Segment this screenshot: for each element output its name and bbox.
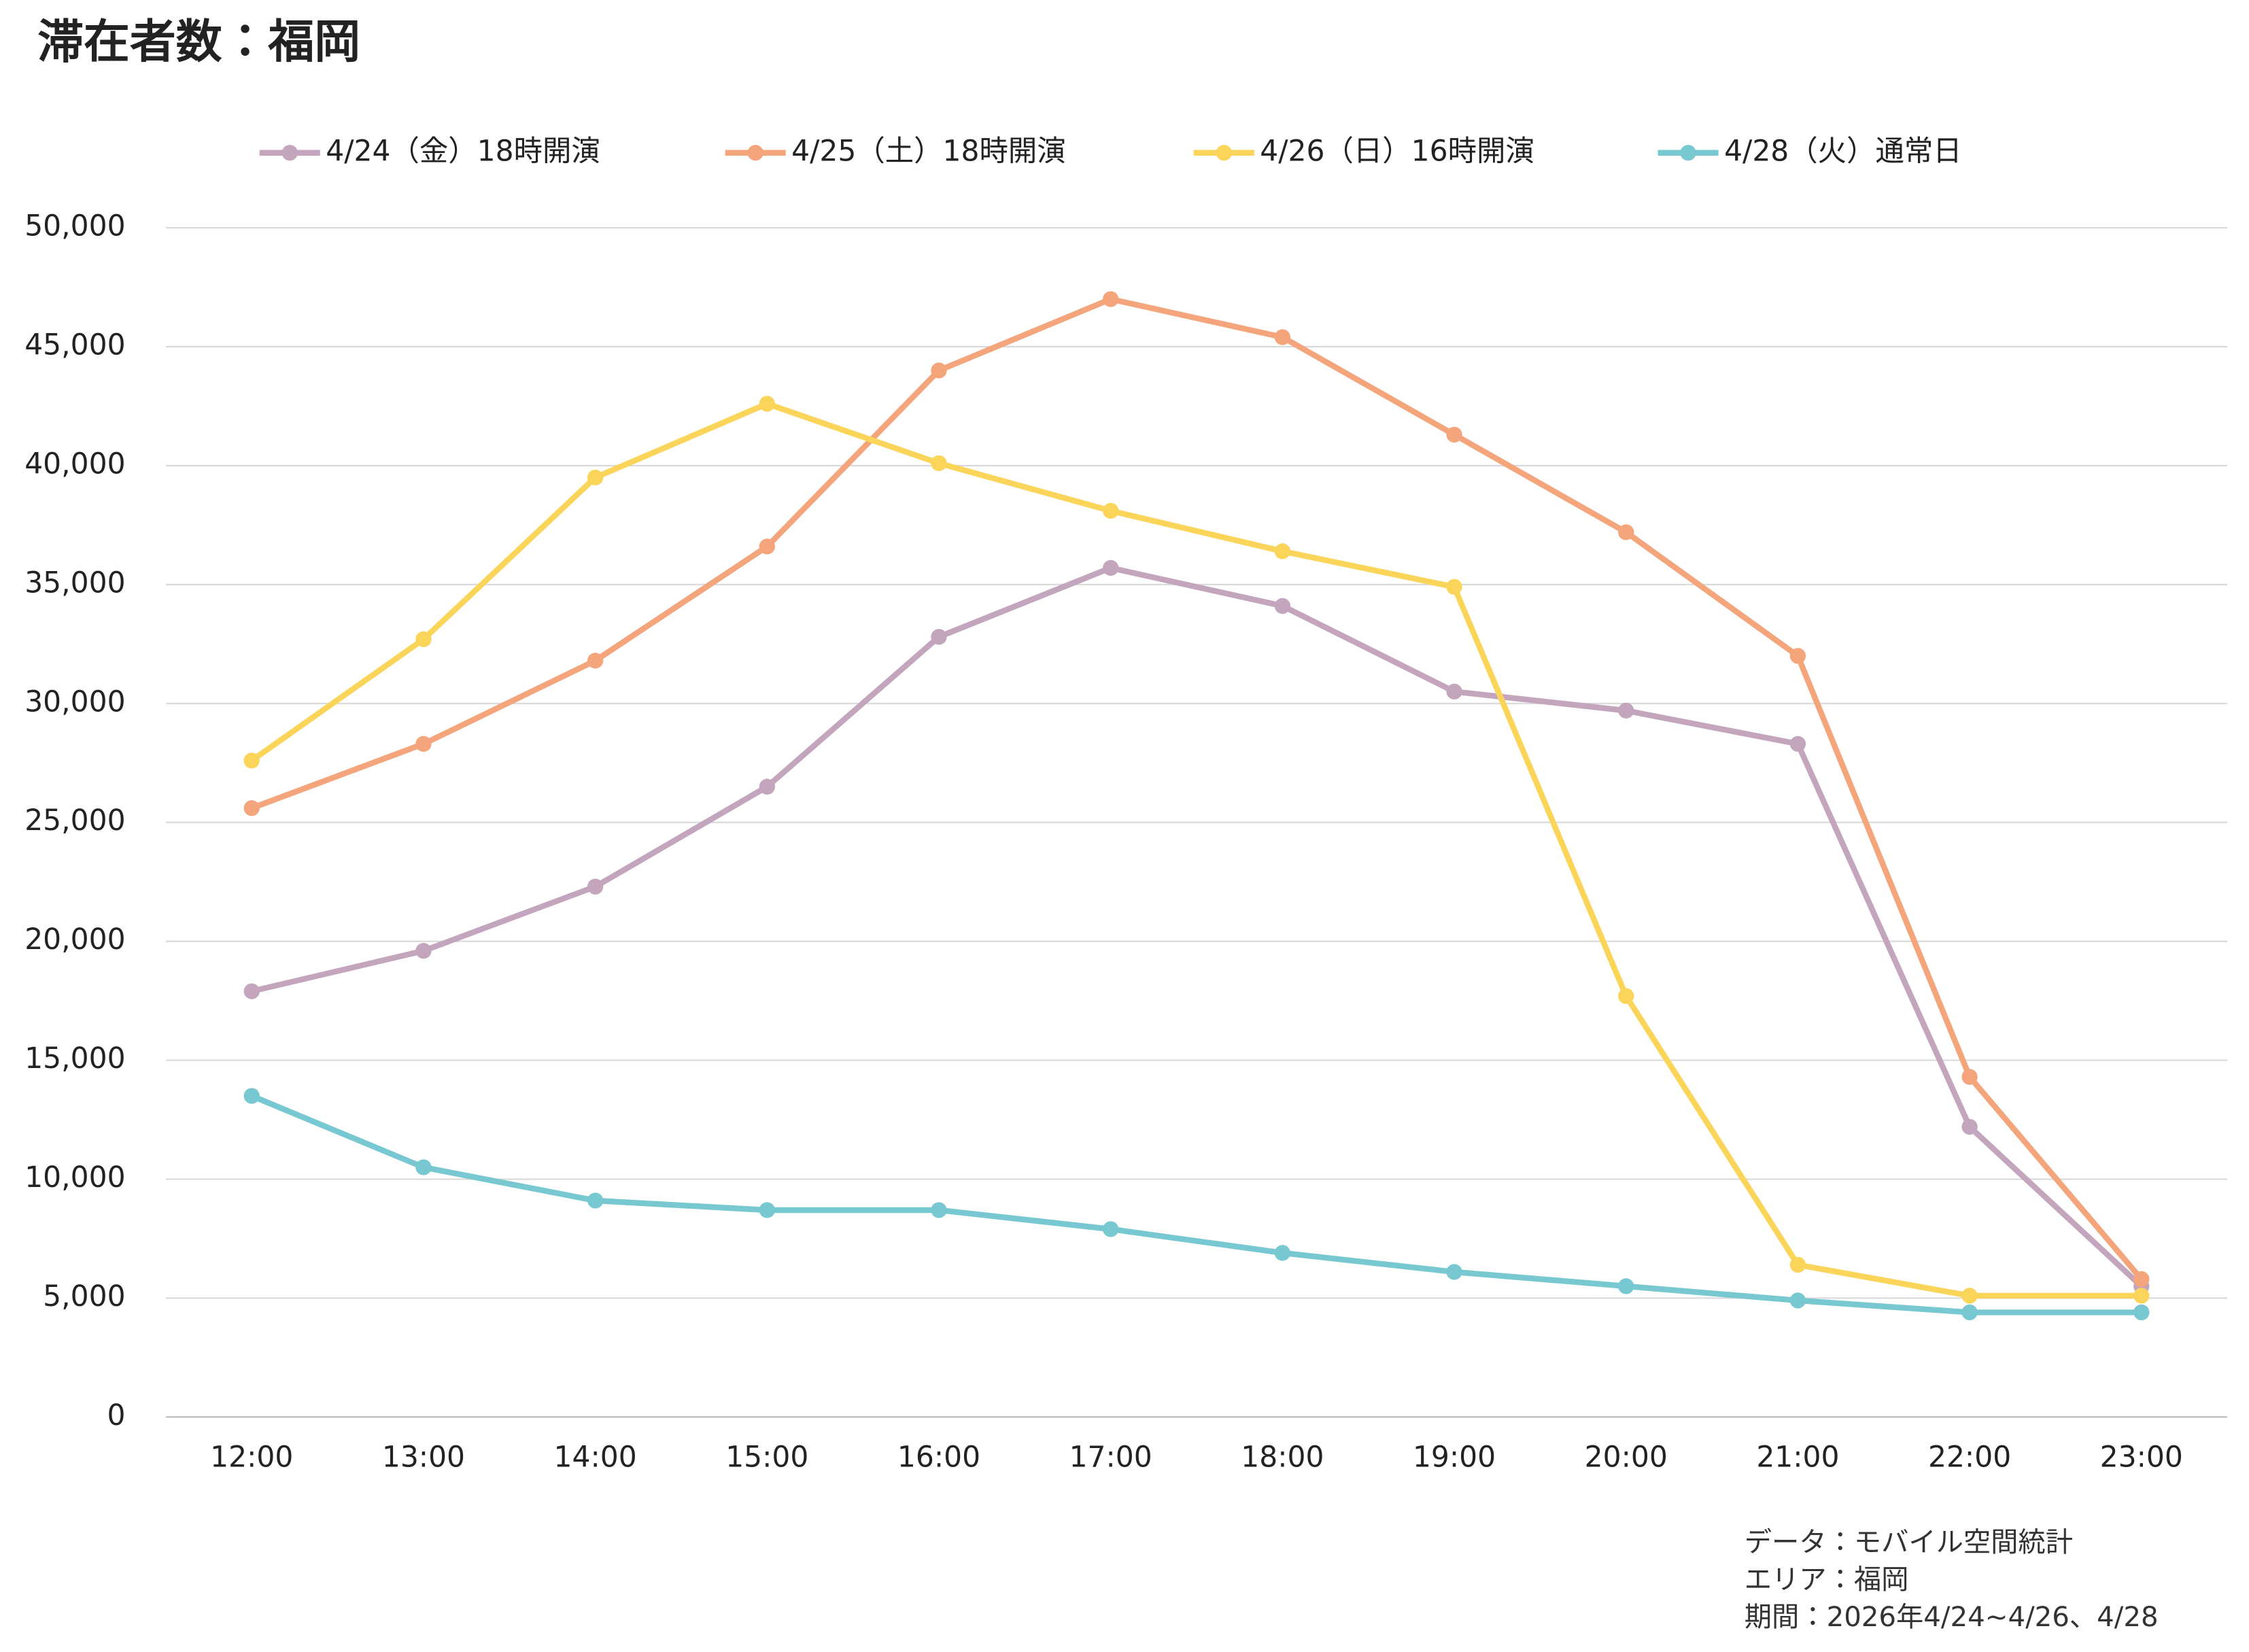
legend-label: 4/25（土）18時開演 <box>791 134 1065 167</box>
data-point <box>1103 502 1119 519</box>
data-point <box>1961 1304 1978 1321</box>
data-point <box>1274 1245 1291 1261</box>
data-point <box>1789 736 1806 752</box>
note: データ：モバイル空間統計 <box>1745 1527 2073 1558</box>
data-point <box>1103 1221 1119 1237</box>
x-tick-label: 20:00 <box>1585 1440 1668 1473</box>
data-point <box>759 538 775 555</box>
data-point <box>587 469 604 486</box>
data-point <box>1446 579 1462 595</box>
legend-marker <box>1680 145 1696 161</box>
data-point <box>1961 1069 1978 1085</box>
x-tick-label: 19:00 <box>1413 1440 1496 1473</box>
x-tick-label: 18:00 <box>1241 1440 1324 1473</box>
data-point <box>931 629 947 645</box>
data-point <box>1618 988 1634 1004</box>
y-tick-label: 20,000 <box>24 923 125 956</box>
data-point <box>1446 683 1462 700</box>
y-tick-label: 40,000 <box>24 447 125 480</box>
y-tick-label: 0 <box>107 1398 126 1432</box>
data-point <box>931 1202 947 1218</box>
legend-label: 4/26（日）16時開演 <box>1260 134 1534 167</box>
series-line <box>251 565 2144 1289</box>
data-point <box>1789 1292 1806 1309</box>
data-point <box>243 1088 260 1104</box>
data-point <box>587 653 604 669</box>
data-point <box>1446 1264 1462 1280</box>
y-tick-label: 45,000 <box>24 328 125 361</box>
x-tick-label: 22:00 <box>1928 1440 2011 1473</box>
data-point <box>1789 1256 1806 1273</box>
y-tick-label: 35,000 <box>24 566 125 599</box>
data-point <box>759 396 775 412</box>
x-tick-label: 21:00 <box>1756 1440 1839 1473</box>
note: 期間：2026年4/24~4/26、4/28 <box>1745 1602 2159 1633</box>
legend-marker <box>1216 145 1232 161</box>
y-tick-label: 10,000 <box>24 1160 125 1194</box>
x-tick-label: 15:00 <box>725 1440 808 1473</box>
legend-label: 4/28（火）通常日 <box>1724 134 1962 167</box>
series-line <box>250 400 2142 1299</box>
data-point <box>2133 1288 2150 1304</box>
data-point <box>1961 1118 1978 1135</box>
data-point <box>1961 1288 1978 1304</box>
x-tick-label: 23:00 <box>2100 1440 2183 1473</box>
data-point <box>759 1202 775 1218</box>
data-point <box>243 983 260 999</box>
data-point <box>243 800 260 816</box>
y-tick-label: 50,000 <box>24 209 125 243</box>
series-line <box>250 1093 2142 1315</box>
x-tick-label: 14:00 <box>554 1440 637 1473</box>
data-point <box>243 753 260 769</box>
legend-label: 4/24（金）18時開演 <box>326 134 600 167</box>
data-point <box>415 736 432 752</box>
legend-marker <box>747 145 763 161</box>
data-point <box>1618 1278 1634 1294</box>
data-point <box>2133 1271 2150 1288</box>
x-tick-label: 16:00 <box>897 1440 980 1473</box>
y-tick-label: 15,000 <box>24 1042 125 1075</box>
data-point <box>931 455 947 472</box>
data-point <box>2133 1304 2150 1321</box>
y-tick-label: 5,000 <box>43 1279 125 1313</box>
data-point <box>759 778 775 795</box>
data-point <box>1274 329 1291 345</box>
legend-marker <box>281 145 298 161</box>
data-point <box>1618 524 1634 540</box>
x-tick-label: 12:00 <box>210 1440 293 1473</box>
data-point <box>1103 560 1119 577</box>
series-line <box>250 296 2144 1281</box>
chart-title: 滞在者数：福岡 <box>37 15 360 69</box>
data-point <box>415 1159 432 1175</box>
data-point <box>931 362 947 379</box>
y-tick-label: 25,000 <box>24 804 125 837</box>
data-point <box>587 878 604 895</box>
data-point <box>1789 648 1806 664</box>
x-tick-label: 13:00 <box>382 1440 465 1473</box>
data-point <box>587 1192 604 1209</box>
data-point <box>415 631 432 647</box>
data-point <box>1274 543 1291 560</box>
data-point <box>1103 291 1119 307</box>
data-point <box>1618 702 1634 719</box>
x-tick-label: 17:00 <box>1069 1440 1152 1473</box>
data-point <box>1446 426 1462 443</box>
data-point <box>415 942 432 959</box>
y-tick-label: 30,000 <box>24 685 125 718</box>
data-point <box>1274 598 1291 614</box>
note: エリア：福岡 <box>1745 1564 1909 1596</box>
